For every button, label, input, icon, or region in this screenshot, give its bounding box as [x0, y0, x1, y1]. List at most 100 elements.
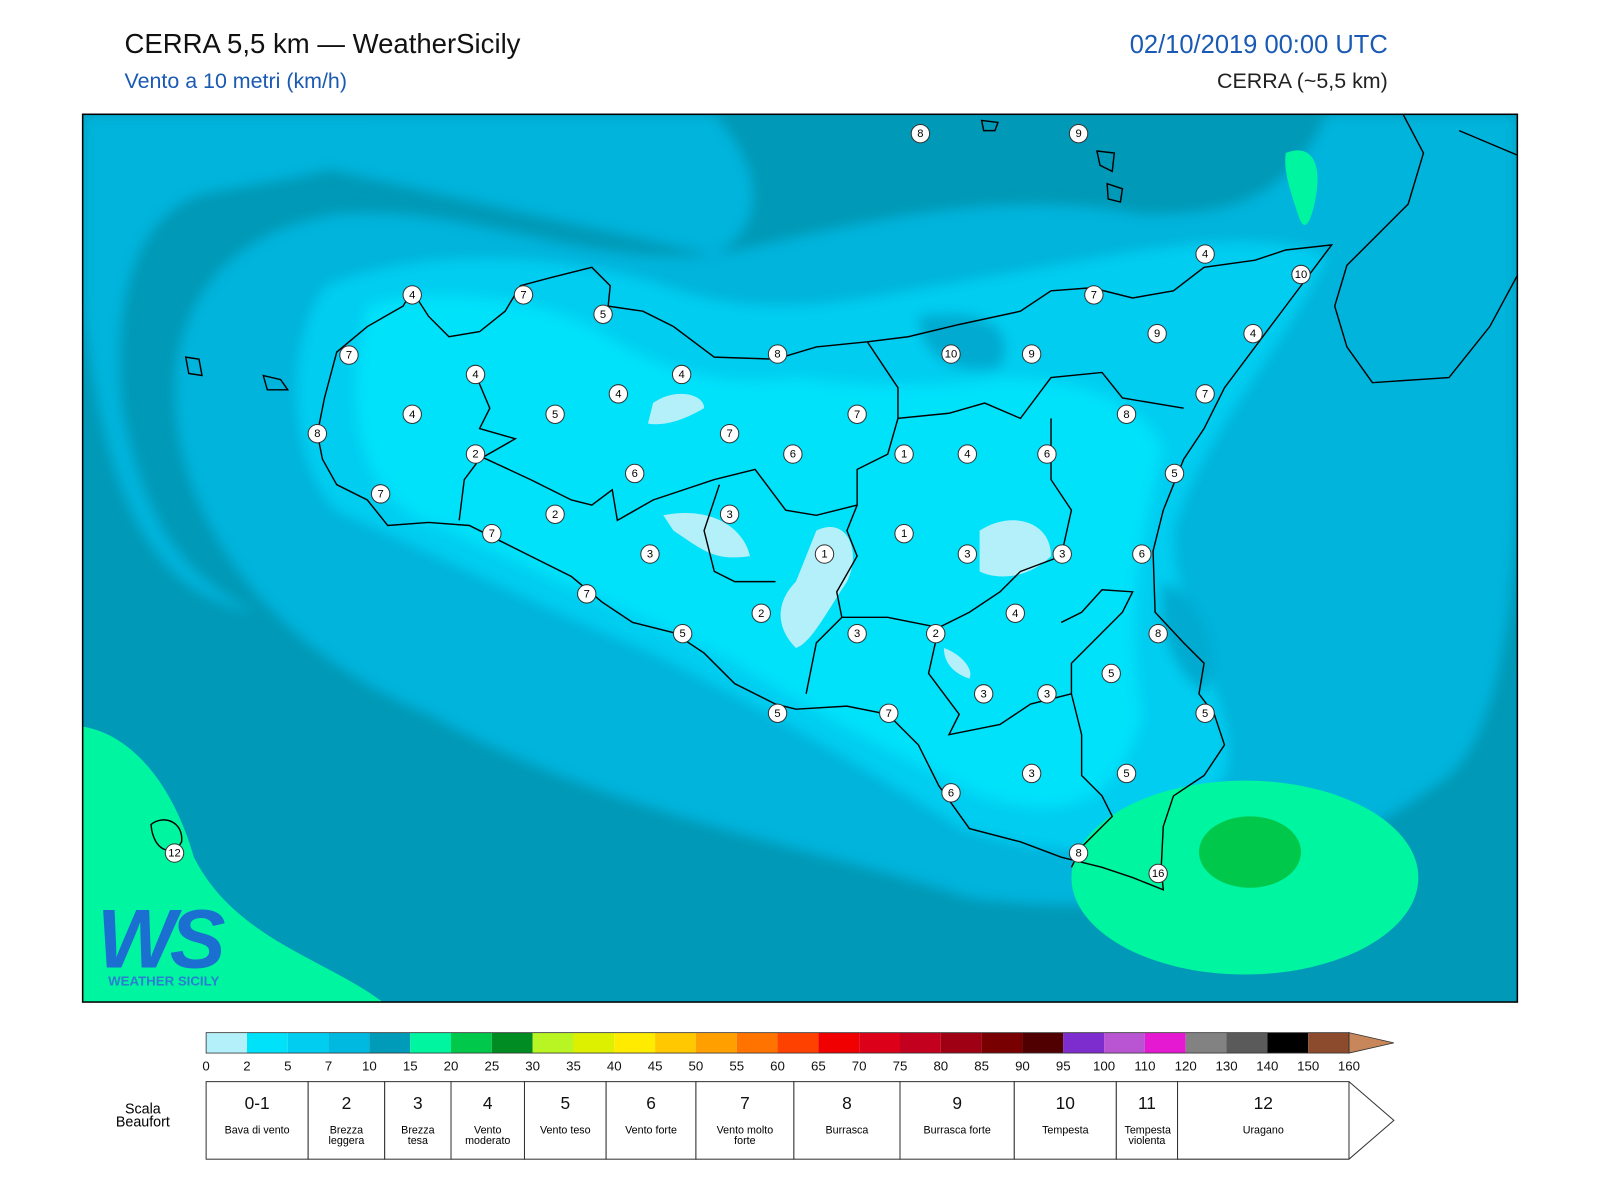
station-marker [894, 523, 914, 544]
color-swatch [655, 1032, 696, 1054]
station-value: 8 [1075, 848, 1081, 860]
station-value: 3 [964, 549, 970, 561]
station-marker [847, 404, 867, 424]
station-marker [1052, 544, 1072, 564]
station: 3 [957, 544, 978, 564]
station-value: 8 [917, 128, 923, 140]
beaufort-description: Burrasca forte [923, 1125, 991, 1137]
band-0-2 [647, 393, 705, 425]
colorbar-outline [205, 1032, 1350, 1054]
station: 10 [1291, 264, 1311, 285]
station: 5 [1195, 703, 1215, 723]
station-marker [941, 783, 961, 803]
color-swatch [410, 1032, 452, 1054]
color-swatch [1063, 1032, 1105, 1054]
station: 3 [1021, 763, 1042, 784]
station-marker [879, 703, 899, 723]
station-value: 7 [489, 528, 495, 540]
logo-mark: WS [97, 891, 225, 985]
station-marker [1116, 404, 1137, 424]
color-swatch [1104, 1032, 1145, 1054]
province-borders [458, 341, 1184, 868]
beaufort-box [1115, 1081, 1179, 1160]
colorbar-tick-label: 65 [811, 1058, 826, 1073]
station: 6 [783, 444, 803, 464]
station-value: 5 [1123, 768, 1129, 780]
station: 2 [926, 623, 946, 644]
station: 3 [640, 544, 660, 564]
station-value: 4 [1012, 608, 1018, 620]
station-marker [465, 444, 486, 464]
color-swatch [1144, 1032, 1186, 1054]
color-swatch [206, 1032, 247, 1054]
station-value: 3 [1029, 768, 1035, 780]
beaufort-description: Tempesta [1042, 1125, 1089, 1137]
station: 7 [482, 523, 502, 544]
station: 8 [307, 423, 328, 444]
station-value: 7 [584, 588, 590, 600]
beaufort-description-box: Tempesta violenta [1124, 1126, 1170, 1147]
color-swatch [818, 1032, 860, 1054]
station-marker [608, 384, 629, 404]
station-marker [1037, 444, 1057, 464]
station: 4 [671, 364, 692, 385]
station-value: 8 [774, 349, 780, 361]
beaufort-box [793, 1081, 901, 1160]
colorbar-tick-label: 70 [852, 1058, 867, 1073]
station-marker [1291, 264, 1311, 285]
station: 1 [894, 523, 914, 544]
colorbar-tick-label: 15 [403, 1058, 418, 1073]
station-value: 4 [409, 289, 415, 301]
beaufort-force: 12 [1254, 1093, 1273, 1113]
beaufort-force: 10 [1056, 1093, 1075, 1113]
station-marker [719, 423, 740, 444]
station-value: 5 [552, 409, 558, 421]
colorbar-tick-label: 150 [1297, 1058, 1319, 1073]
beaufort-description-box: Bava di vento [225, 1126, 290, 1136]
station-value: 3 [1044, 688, 1050, 700]
station: 4 [465, 364, 486, 385]
title: CERRA 5,5 km — WeatherSicily [124, 28, 520, 59]
beaufort-box [605, 1081, 697, 1160]
station-value: 1 [821, 549, 827, 561]
color-swatch [1267, 1032, 1309, 1054]
station: 7 [339, 345, 359, 365]
beaufort-force: 3 [413, 1093, 423, 1113]
color-swatch [491, 1032, 533, 1054]
band-0-2 [943, 647, 971, 679]
station-marker [1148, 623, 1168, 644]
station: 3 [847, 623, 867, 644]
model-label: CERRA (~5,5 km) [1217, 69, 1388, 93]
beaufort-force: 8 [842, 1093, 852, 1113]
station-marker [783, 444, 803, 464]
color-swatch [940, 1032, 982, 1054]
station-marker [465, 364, 486, 385]
station-marker [672, 623, 693, 644]
station-value: 7 [1091, 289, 1097, 301]
station-marker [957, 444, 978, 464]
beaufort-force: 11 [1138, 1093, 1156, 1113]
station-value: 7 [886, 708, 892, 720]
station: 4 [608, 384, 629, 404]
station-marker [973, 684, 994, 704]
station: 4 [402, 285, 422, 305]
station: 7 [513, 285, 534, 305]
station-value: 2 [472, 449, 478, 461]
colorbar-tick-label: 160 [1338, 1058, 1360, 1073]
band-7-10 [82, 114, 371, 613]
colorbar: 0 2 5 7 10 15 20 25 30 35 40 45 50 55 60 65 70 75 80 85 90 95… [202, 1032, 1394, 1073]
color-swatch [981, 1032, 1023, 1054]
station-marker [1195, 703, 1215, 723]
station-value: 6 [948, 787, 954, 799]
station: 3 [973, 684, 994, 704]
station-value: 8 [1123, 409, 1129, 421]
station-marker [719, 504, 740, 524]
station-value: 2 [552, 509, 558, 521]
station-marker [1037, 684, 1057, 704]
station: 10 [941, 344, 961, 364]
band-0-2 [663, 513, 750, 558]
beaufort-description: Burrasca [825, 1125, 869, 1137]
station-value: 6 [790, 449, 796, 461]
colorbar-tick-label: 40 [607, 1058, 622, 1073]
station-marker [1068, 123, 1089, 144]
